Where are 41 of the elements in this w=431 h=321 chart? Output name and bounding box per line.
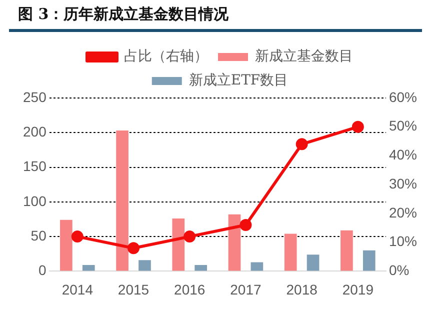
legend-label: 占比（右轴） [124, 48, 208, 65]
bar [82, 264, 95, 271]
x-tick-label: 2016 [174, 281, 206, 298]
point [71, 230, 84, 243]
point [352, 120, 364, 133]
bar [340, 230, 353, 271]
bar [362, 250, 376, 271]
point [296, 138, 308, 150]
y2-tick-label: 0% [388, 262, 410, 278]
x-tick-label: 2018 [286, 281, 318, 298]
legend-label: 新成立ETF数目 [188, 72, 288, 89]
bar [138, 260, 151, 271]
y-tick-label: 150 [23, 158, 47, 174]
point [128, 242, 140, 254]
bar [172, 218, 185, 271]
y-tick-label: 50 [30, 227, 47, 244]
y2-tick-label: 10% [388, 233, 418, 250]
y-tick-label: 0 [38, 262, 47, 278]
bar [228, 214, 241, 271]
legend-label: 新成立基金数目 [255, 48, 353, 65]
chart-title: 图 3：历年新成立基金数目情况 [18, 5, 230, 24]
y-tick-label: 100 [23, 192, 47, 209]
bar [250, 262, 264, 271]
y2-tick-label: 40% [388, 146, 418, 163]
x-tick-label: 2014 [62, 281, 94, 298]
x-tick-label: 2019 [342, 281, 374, 298]
x-tick-label: 2017 [230, 281, 262, 298]
bar [116, 130, 128, 271]
y2-tick-label: 60% [388, 88, 418, 105]
point [240, 219, 252, 232]
bar [194, 264, 208, 271]
bar [284, 234, 297, 271]
y-tick-label: 250 [23, 88, 47, 105]
y2-tick-label: 20% [388, 204, 418, 220]
y-tick-label: 200 [23, 124, 47, 140]
bar [306, 254, 320, 271]
bar [60, 220, 72, 271]
point [184, 230, 196, 243]
y2-tick-label: 50% [388, 118, 418, 134]
x-tick-label: 2015 [118, 281, 150, 298]
y2-tick-label: 30% [388, 175, 418, 192]
